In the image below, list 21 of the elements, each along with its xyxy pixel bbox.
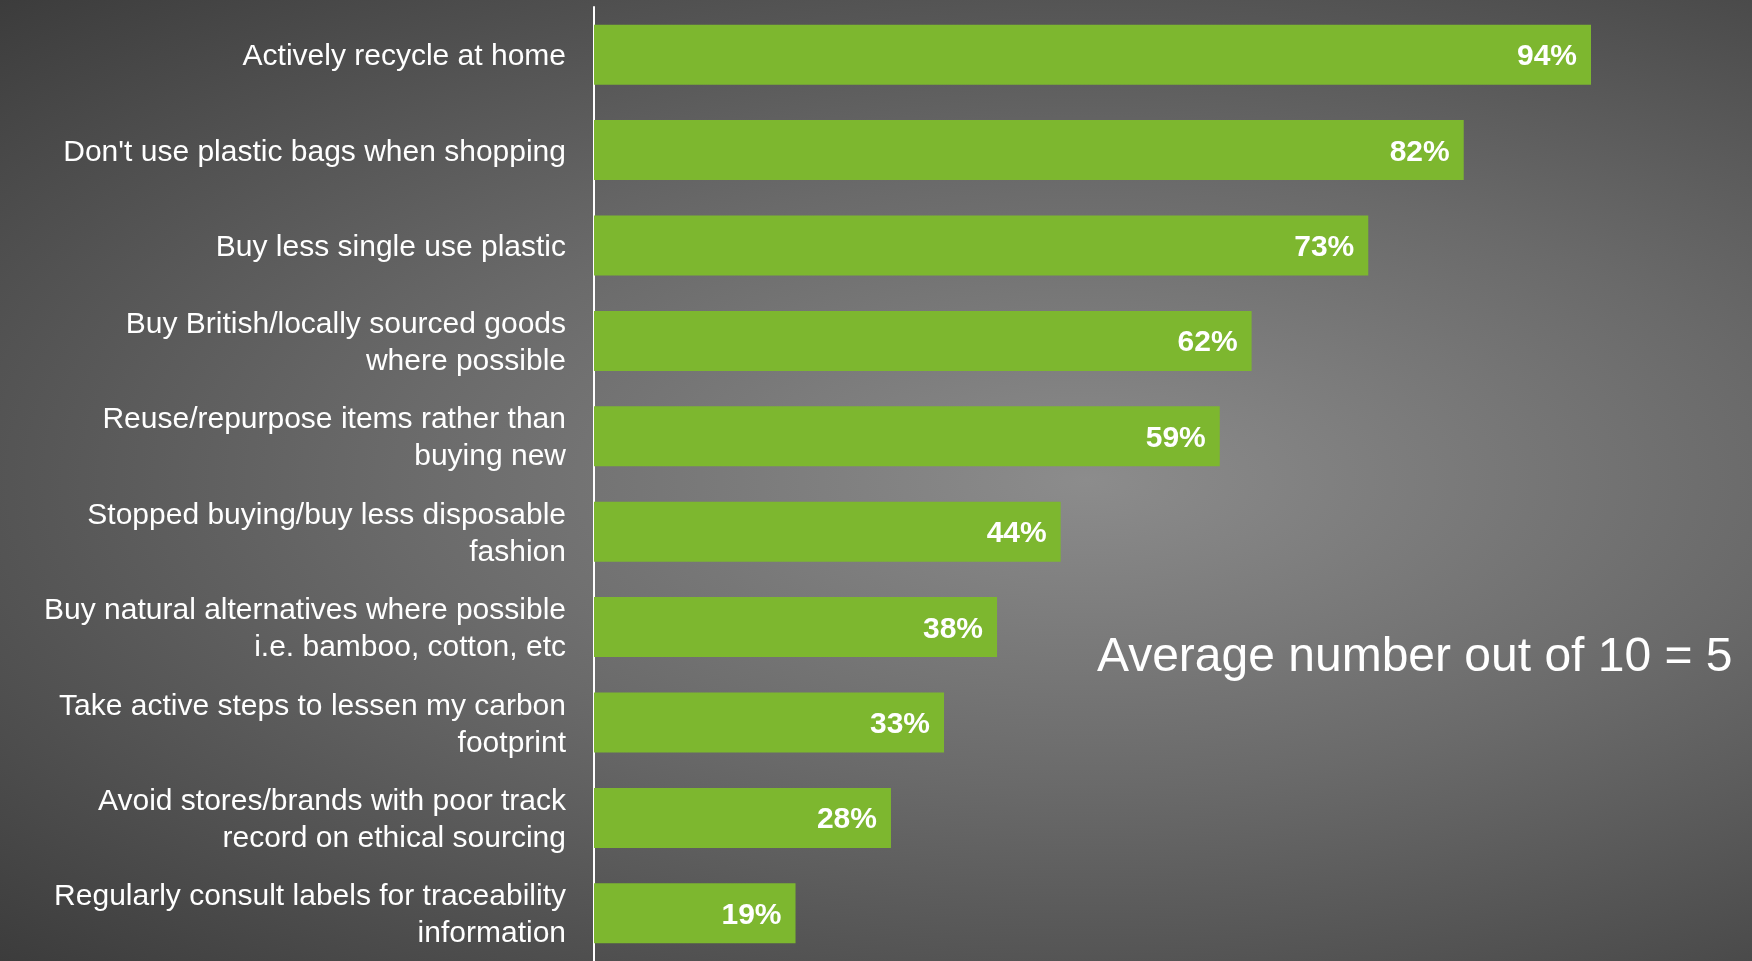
annotation: Average number out of 10 = 5 [1097, 627, 1733, 681]
data-label: 19% [721, 896, 782, 930]
data-label: 73% [1294, 229, 1355, 262]
y-tick-label: Actively recycle at home [242, 38, 566, 72]
data-label: 82% [1389, 133, 1450, 167]
y-tick-label: Stopped buying/buy less disposable fashion [87, 496, 566, 567]
data-label: 59% [1145, 419, 1206, 453]
data-label: 38% [923, 610, 984, 644]
data-label: 62% [1177, 324, 1238, 358]
y-tick-label: Reuse/repurpose items rather than buying new [102, 401, 567, 472]
data-label: 33% [869, 706, 931, 739]
y-tick-label: Avoid stores/brands with poor track record on ethical sourcing [97, 782, 567, 853]
data-label: 94% [1516, 38, 1577, 72]
y-tick-label: Buy natural alternatives where possible i.e. bamboo, cotton, etc [44, 592, 566, 663]
y-tick-label: Buy less single use plastic [215, 229, 566, 262]
data-label: 44% [986, 515, 1047, 549]
y-tick-label: Regularly consult labels for traceability information [54, 878, 566, 949]
y-tick-label: Buy British/locally sourced goods where possible [125, 305, 566, 376]
y-tick-label: Take active steps to lessen my carbon footprint [59, 687, 567, 758]
y-tick-label: Don't use plastic bags when shopping [63, 133, 566, 167]
data-label: 28% [816, 801, 877, 835]
